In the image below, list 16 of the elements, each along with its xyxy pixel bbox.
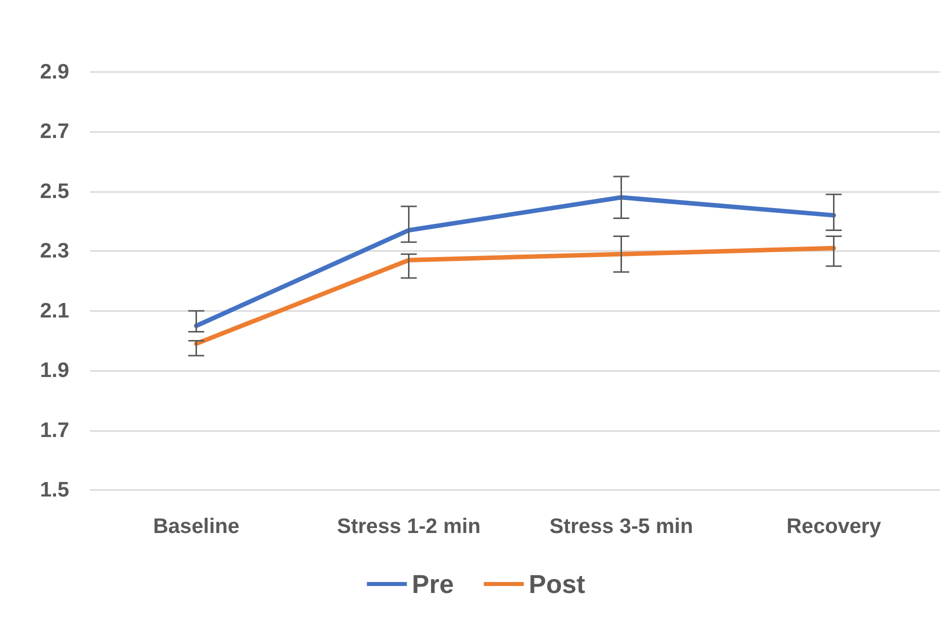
- x-tick-label: Baseline: [153, 515, 240, 538]
- y-tick-label: 2.9: [40, 60, 70, 84]
- y-tick-label: 2.7: [40, 120, 70, 144]
- line-series: [194, 246, 836, 346]
- legend-label: Pre: [412, 569, 454, 599]
- x-tick-label: Stress 1-2 min: [336, 515, 481, 538]
- y-tick-label: 2.1: [40, 299, 70, 322]
- y-tick-label: 2.3: [40, 240, 70, 263]
- line-series: [194, 195, 836, 328]
- y-tick-label: 1.7: [40, 418, 70, 442]
- x-tick-label: Stress 3-5 min: [549, 515, 694, 538]
- y-tick-label: 2.5: [40, 180, 70, 203]
- y-tick-label: 1.9: [40, 359, 70, 382]
- y-tick-label: 1.5: [40, 478, 70, 502]
- x-tick-label: Recovery: [786, 515, 882, 538]
- legend-label: Post: [528, 569, 586, 599]
